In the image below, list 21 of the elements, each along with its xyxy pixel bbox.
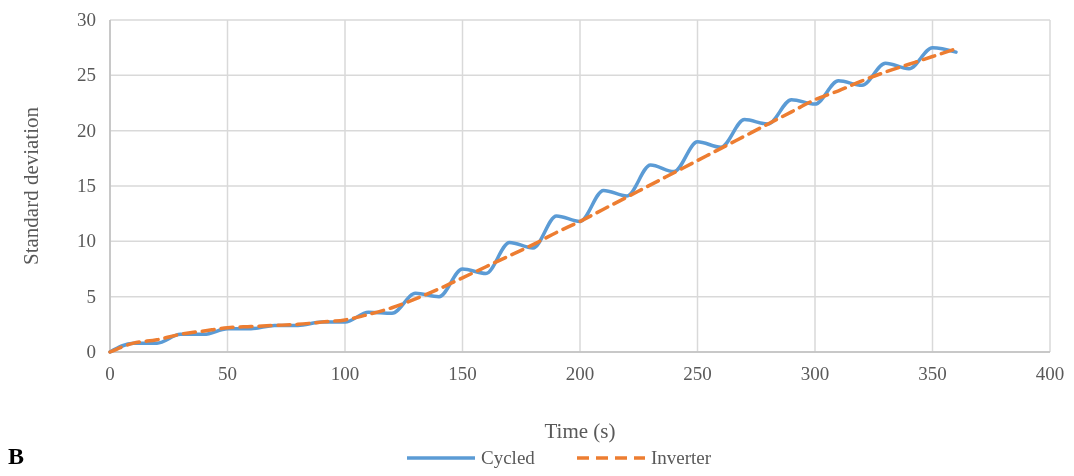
y-tick-label: 10 [77, 230, 96, 252]
y-tick-label: 15 [77, 175, 96, 196]
y-axis-title: Standard deviation [19, 106, 43, 266]
y-tick-label: 5 [86, 285, 96, 307]
y-tick-label: 25 [77, 64, 96, 86]
x-tick-label: 350 [918, 363, 947, 384]
x-tick-label: 300 [800, 363, 830, 384]
x-tick-label: 400 [1035, 363, 1065, 384]
x-tick-label: 200 [565, 363, 595, 384]
x-tick-label: 100 [330, 363, 360, 384]
x-tick-label: 150 [448, 363, 477, 384]
x-axis-title: Time (s) [544, 419, 616, 443]
x-tick-label: 0 [105, 363, 115, 384]
legend-label: Cycled [481, 447, 536, 468]
y-tick-label: 30 [77, 9, 96, 30]
x-tick-label: 50 [218, 363, 237, 384]
x-tick-label: 250 [683, 363, 712, 384]
y-tick-label: 20 [77, 119, 96, 141]
y-tick-label: 0 [86, 341, 96, 362]
text: B [8, 443, 25, 469]
legend-label: Inverter [651, 447, 712, 468]
